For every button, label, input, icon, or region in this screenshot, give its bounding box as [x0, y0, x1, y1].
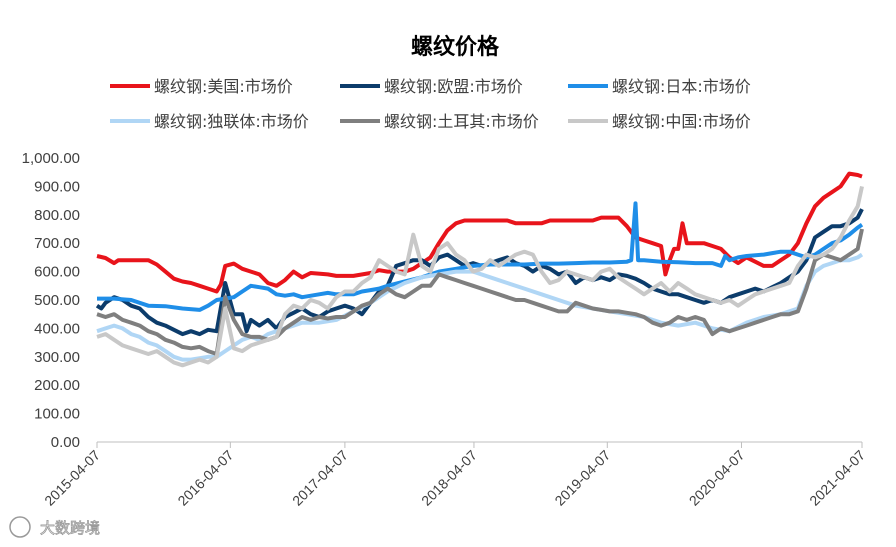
y-tick-label: 600.00 [34, 264, 80, 281]
y-tick-label: 800.00 [34, 207, 80, 224]
x-tick-label: 2017-04-07 [289, 447, 351, 509]
series-lines [95, 171, 864, 368]
legend-label: 螺纹钢:土耳其:市场价 [384, 112, 539, 131]
y-tick-label: 400.00 [34, 320, 80, 337]
y-tick-label: 700.00 [34, 235, 80, 252]
x-tick-label: 2016-04-07 [175, 447, 237, 509]
legend-label: 螺纹钢:中国:市场价 [612, 112, 751, 131]
y-tick-label: 300.00 [34, 349, 80, 366]
legend-label: 螺纹钢:独联体:市场价 [154, 112, 309, 131]
y-tick-label: 1,000.00 [22, 150, 80, 167]
chart-title: 螺纹价格 [411, 34, 500, 60]
x-axis: 2015-04-07 2016-04-07 2017-04-07 2018-04-07… [41, 441, 868, 509]
y-tick-label: 0.00 [51, 434, 80, 451]
y-tick-label: 900.00 [34, 178, 80, 195]
y-tick-label: 200.00 [34, 377, 80, 394]
series-line-5 [96, 185, 864, 368]
watermark-text: 大数跨境 [40, 519, 100, 537]
series-line-4 [96, 228, 864, 356]
y-axis-ticks: 0.00 100.00 200.00 300.00 400.00 500.00 600.00… [22, 150, 80, 451]
legend: 螺纹钢:美国:市场价 螺纹钢:欧盟:市场价 螺纹钢:日本:市场价螺纹钢:独联体:市场… [110, 77, 751, 131]
x-tick-label: 2020-04-07 [686, 447, 748, 509]
series-line-1 [95, 208, 864, 337]
x-tick-label: 2015-04-07 [41, 447, 103, 509]
y-tick-label: 100.00 [34, 406, 80, 423]
series-line-0 [96, 171, 863, 294]
watermark-logo-icon [9, 516, 31, 538]
x-tick-label: 2021-04-07 [806, 447, 868, 509]
series-line-3 [96, 252, 864, 362]
watermark: 大数跨境 [9, 516, 100, 538]
legend-label: 螺纹钢:日本:市场价 [612, 77, 751, 96]
legend-label: 螺纹钢:美国:市场价 [154, 77, 293, 96]
x-tick-label: 2018-04-07 [418, 447, 480, 509]
x-tick-label: 2019-04-07 [551, 447, 613, 509]
y-tick-label: 500.00 [34, 292, 80, 309]
legend-label: 螺纹钢:欧盟:市场价 [384, 77, 523, 96]
series-line-2 [97, 201, 864, 312]
